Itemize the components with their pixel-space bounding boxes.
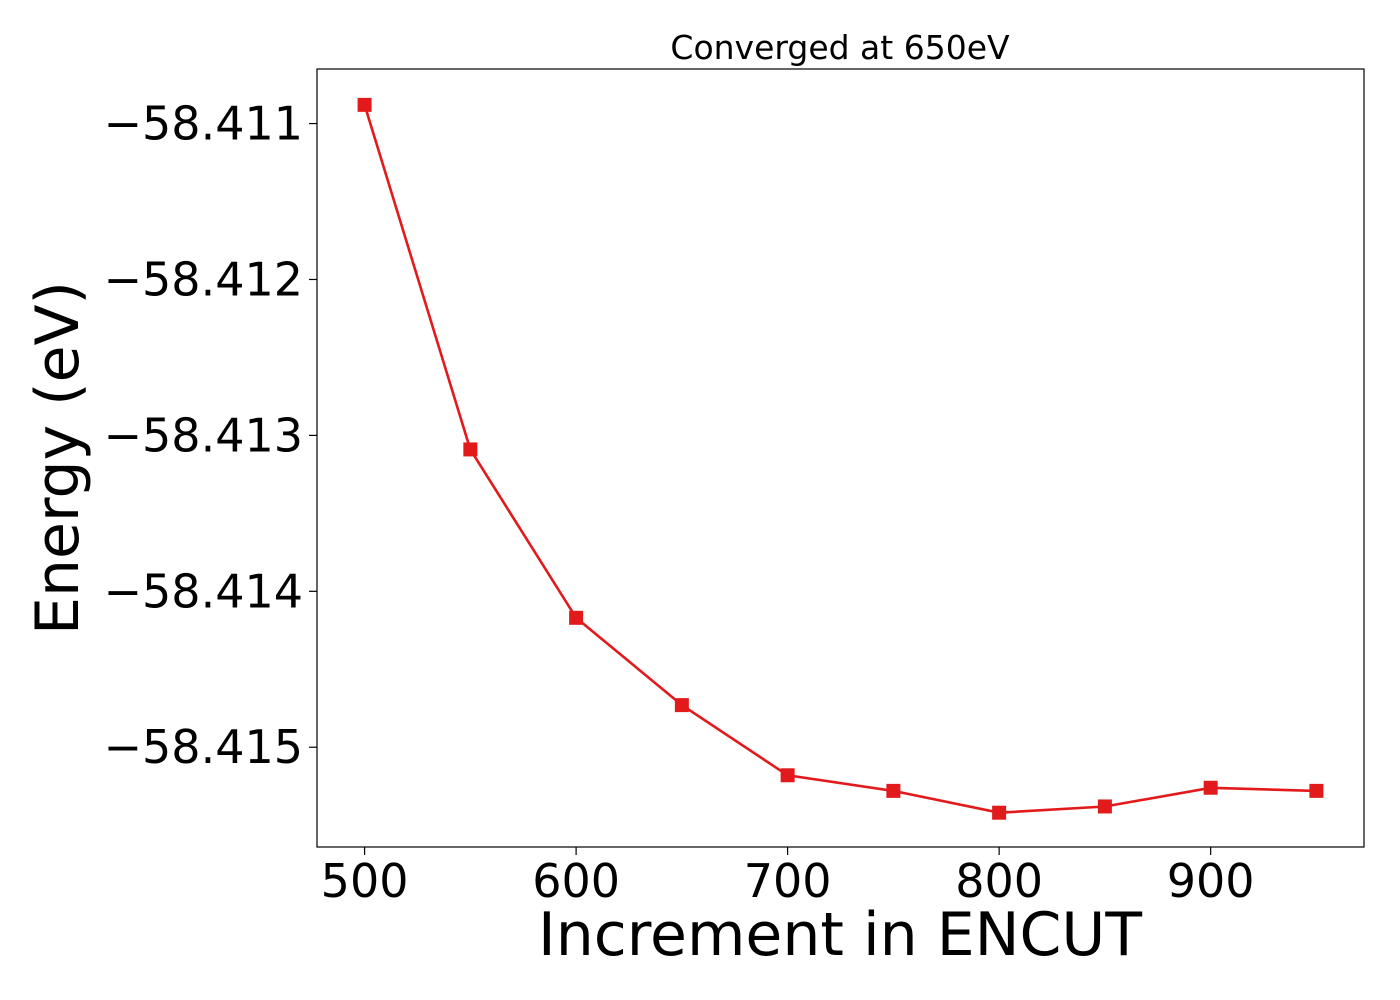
y-tick-label: −58.411: [104, 97, 304, 151]
x-tick-label: 600: [532, 854, 620, 908]
y-tick-label: −58.414: [104, 564, 304, 618]
data-point-marker: [569, 610, 584, 625]
x-tick-label: 700: [744, 854, 832, 908]
x-tick-label: 500: [321, 854, 409, 908]
data-point-marker: [1097, 799, 1112, 814]
x-tick-label: 900: [1167, 854, 1255, 908]
data-point-marker: [1309, 783, 1324, 798]
data-point-marker: [674, 698, 689, 713]
x-axis-ticks: 500 600 700 800 900: [321, 847, 1255, 908]
data-point-marker: [463, 442, 478, 457]
data-point-marker: [1203, 780, 1218, 795]
series-line: [363, 104, 1317, 815]
y-tick-label: −58.413: [104, 408, 304, 462]
chart-title: Converged at 650eV: [670, 28, 1010, 67]
data-point-marker: [780, 768, 795, 783]
series-layer: [357, 97, 1324, 820]
y-axis-ticks: −58.411 −58.412 −58.413 −58.414 −58.415: [104, 97, 317, 774]
data-point-marker: [886, 783, 901, 798]
y-tick-label: −58.412: [104, 252, 304, 306]
plot-frame: [316, 68, 1365, 848]
y-tick-label: −58.415: [104, 720, 304, 774]
data-point-marker: [992, 805, 1007, 820]
x-tick-label: 800: [955, 854, 1043, 908]
x-axis-label: Increment in ENCUT: [538, 900, 1142, 970]
data-point-marker: [357, 97, 372, 112]
y-axis-label: Energy (eV): [23, 281, 93, 635]
